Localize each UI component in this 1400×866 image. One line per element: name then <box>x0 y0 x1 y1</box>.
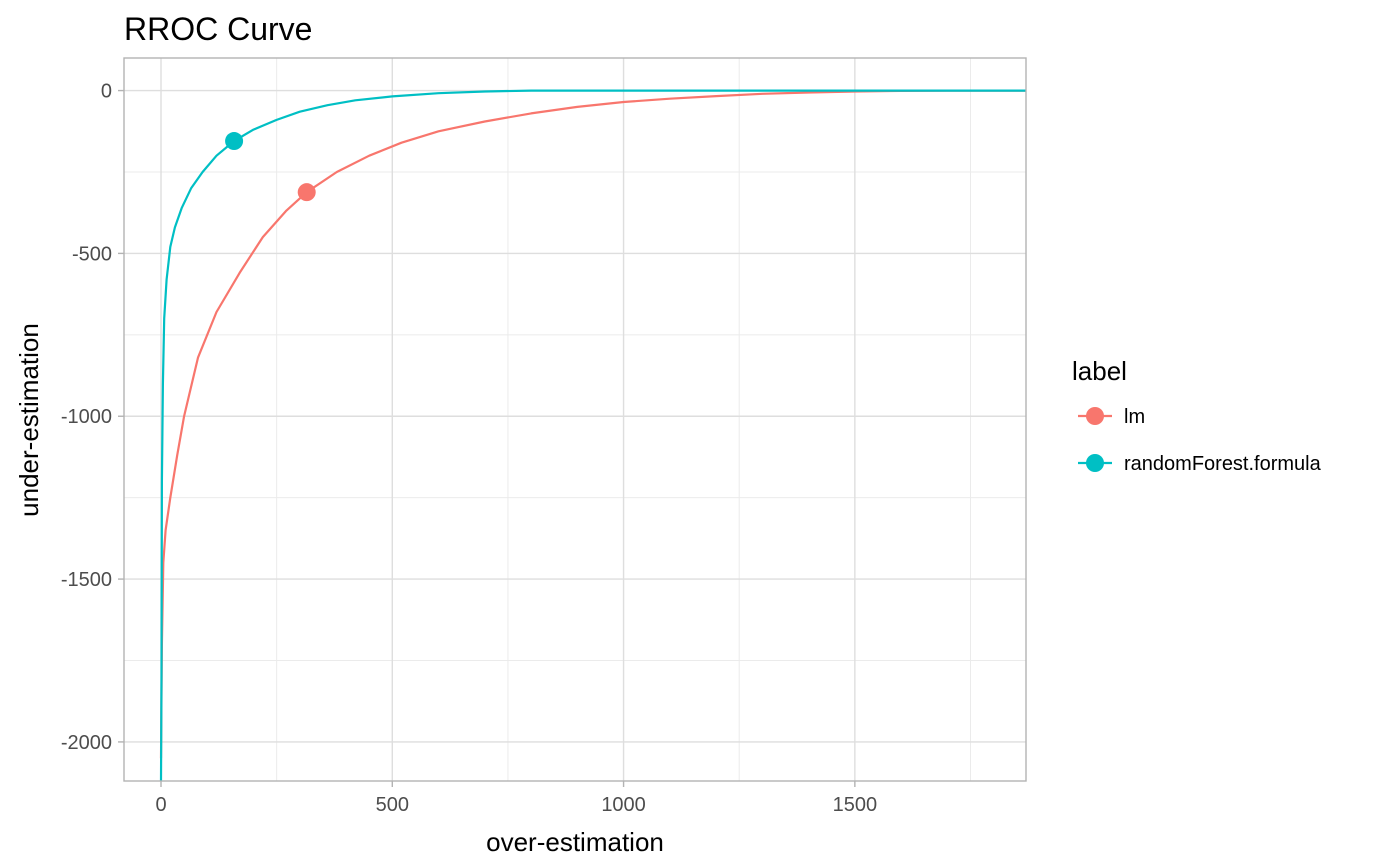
y-tick-label: -500 <box>72 243 112 265</box>
x-tick-label: 500 <box>376 794 409 816</box>
x-tick-label: 1500 <box>833 794 878 816</box>
legend: label lm randomForest.formula <box>1072 356 1322 475</box>
y-axis-title: under-estimation <box>14 323 44 517</box>
chart-title: RROC Curve <box>124 11 312 47</box>
series-point-1 <box>297 183 316 202</box>
minor-gridlines <box>124 58 1026 781</box>
legend-title: label <box>1072 356 1127 386</box>
x-axis-ticks: 0 500 1000 1500 <box>155 781 877 816</box>
y-tick-label: -1500 <box>61 569 112 591</box>
x-tick-label: 0 <box>155 794 166 816</box>
y-tick-label: 0 <box>101 81 112 103</box>
series-point-2 <box>225 132 244 151</box>
legend-label: lm <box>1124 406 1145 428</box>
legend-label: randomForest.formula <box>1124 453 1322 475</box>
x-tick-label: 1000 <box>601 794 646 816</box>
y-tick-label: -1000 <box>61 406 112 428</box>
series-line-1 <box>159 89 1026 759</box>
panel-border <box>123 57 1027 782</box>
legend-key-dot <box>1086 407 1104 425</box>
y-axis-ticks: 0 -500 -1000 -1500 -2000 <box>61 81 124 754</box>
x-axis-title: over-estimation <box>486 827 664 857</box>
y-tick-label: -2000 <box>61 732 112 754</box>
series-layer <box>159 89 1026 782</box>
series-line-2 <box>159 89 1026 782</box>
legend-key-dot <box>1086 454 1104 472</box>
major-gridlines <box>124 58 1026 781</box>
